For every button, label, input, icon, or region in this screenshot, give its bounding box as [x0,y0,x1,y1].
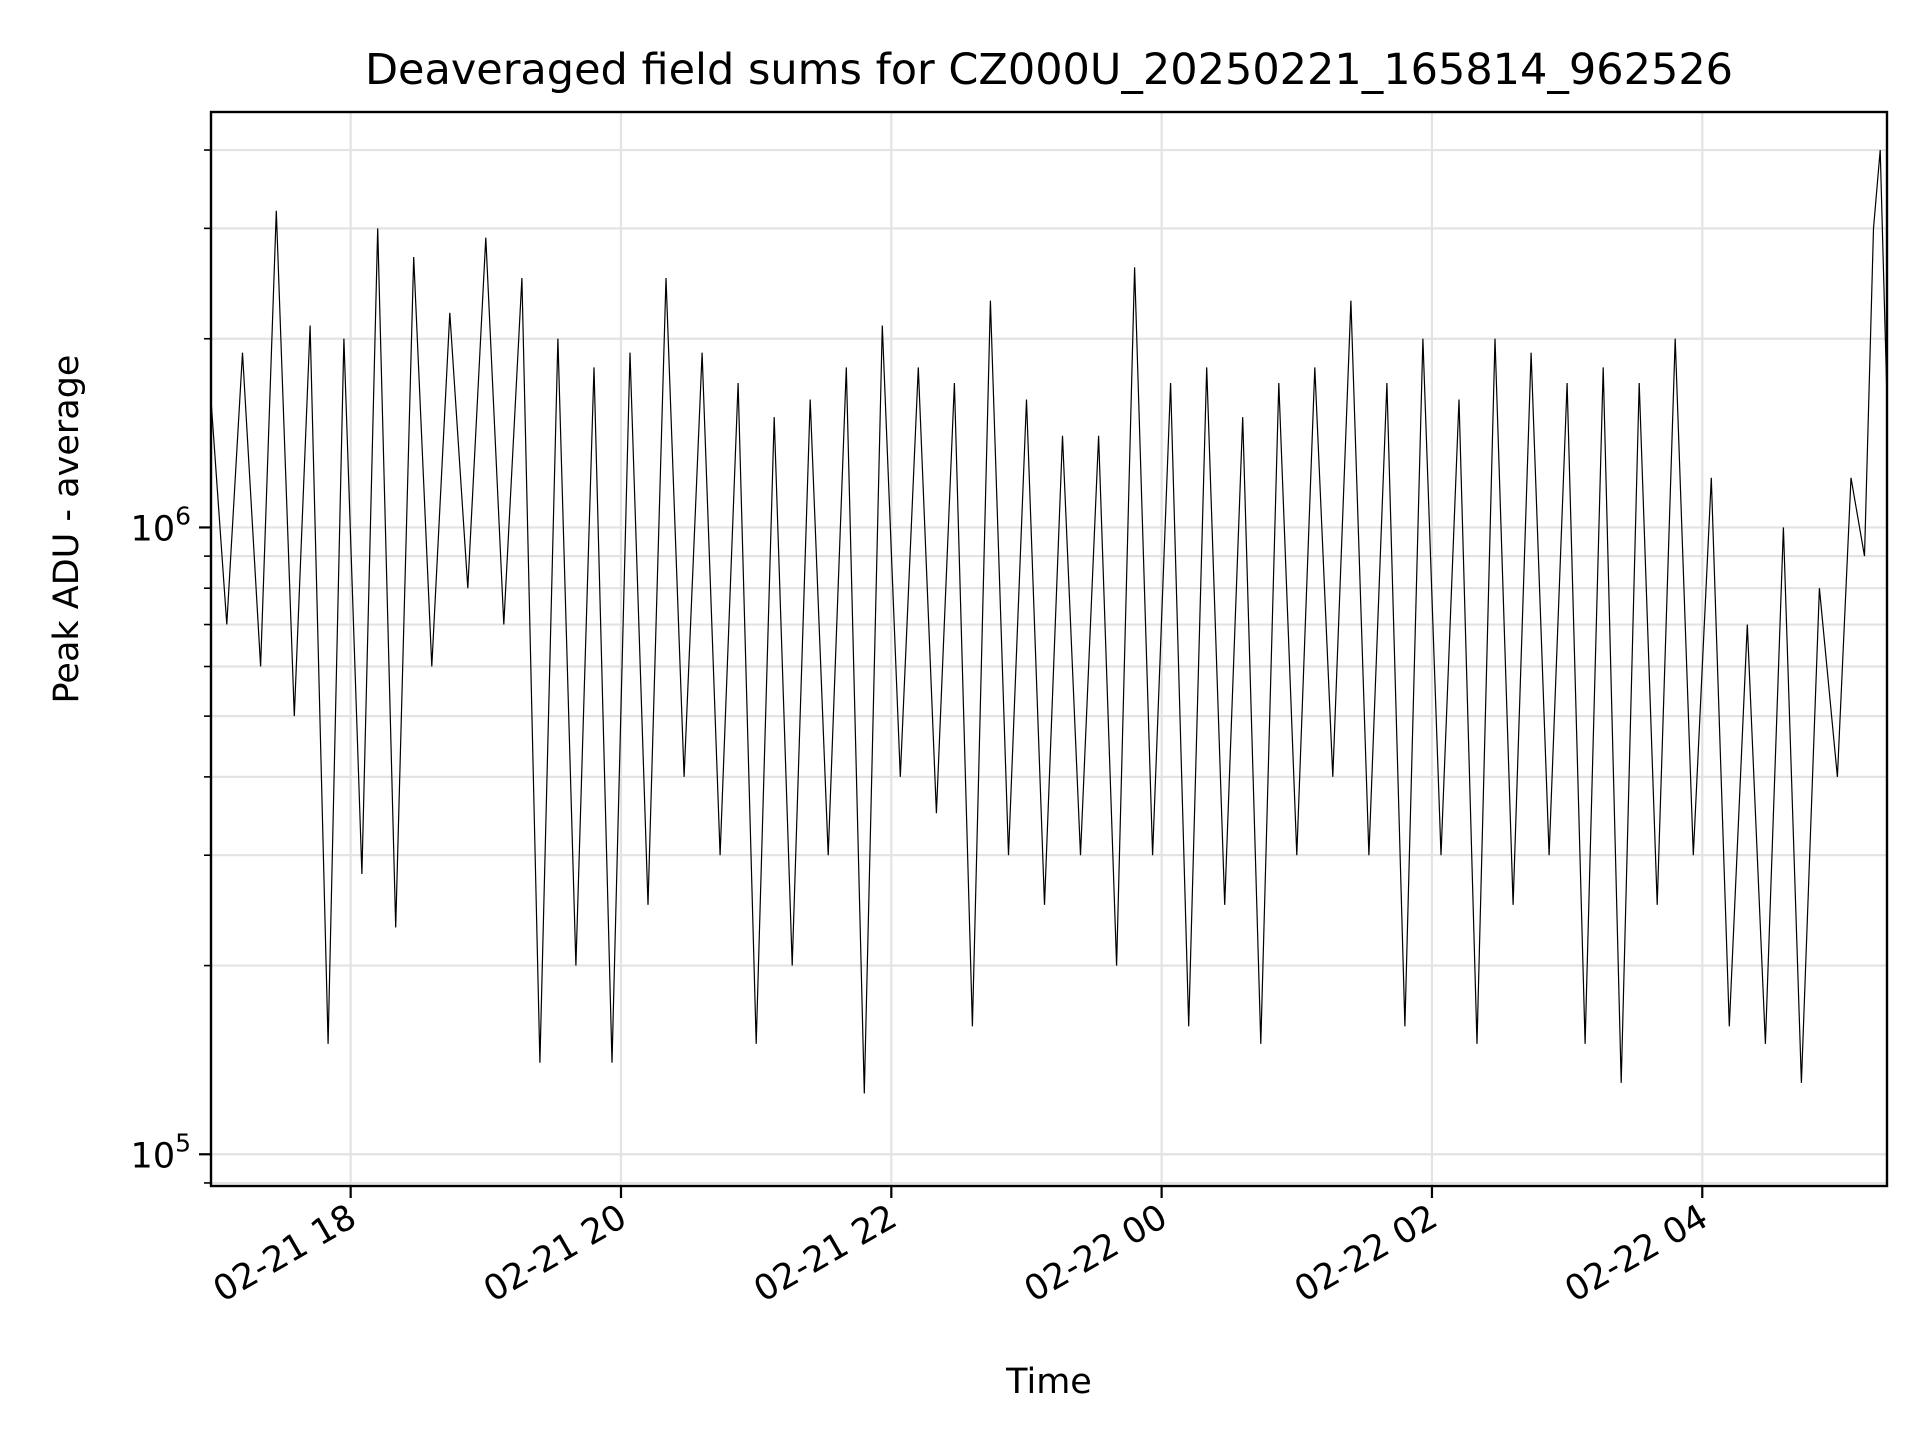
series-line [210,149,1888,1094]
y-axis-label: Peak ADU - average [47,355,87,704]
x-tick-label: 02-21 18 [207,1197,363,1310]
x-axis: 02-21 18 02-21 20 02-21 22 02-22 00 02-22 02… [207,1186,1715,1310]
x-tick-label: 02-22 02 [1288,1197,1444,1310]
y-tick-base: 10 [131,1136,176,1176]
grid [211,112,1887,1186]
chart-title: Deaveraged field sums for CZ000U_2025022… [365,45,1733,95]
x-axis-label: Time [1005,1362,1092,1402]
y-tick-label: 106 [131,501,191,549]
x-tick-label: 02-22 04 [1558,1197,1714,1310]
y-tick-exponent: 5 [175,1128,191,1157]
y-tick-label: 105 [131,1128,191,1176]
y-tick-base: 10 [131,509,176,549]
x-tick-label: 02-21 20 [477,1197,633,1310]
x-tick-label: 02-21 22 [748,1197,904,1310]
y-tick-exponent: 6 [175,501,191,530]
plot-frame [209,110,1889,1188]
x-tick-label: 02-22 00 [1018,1197,1174,1310]
